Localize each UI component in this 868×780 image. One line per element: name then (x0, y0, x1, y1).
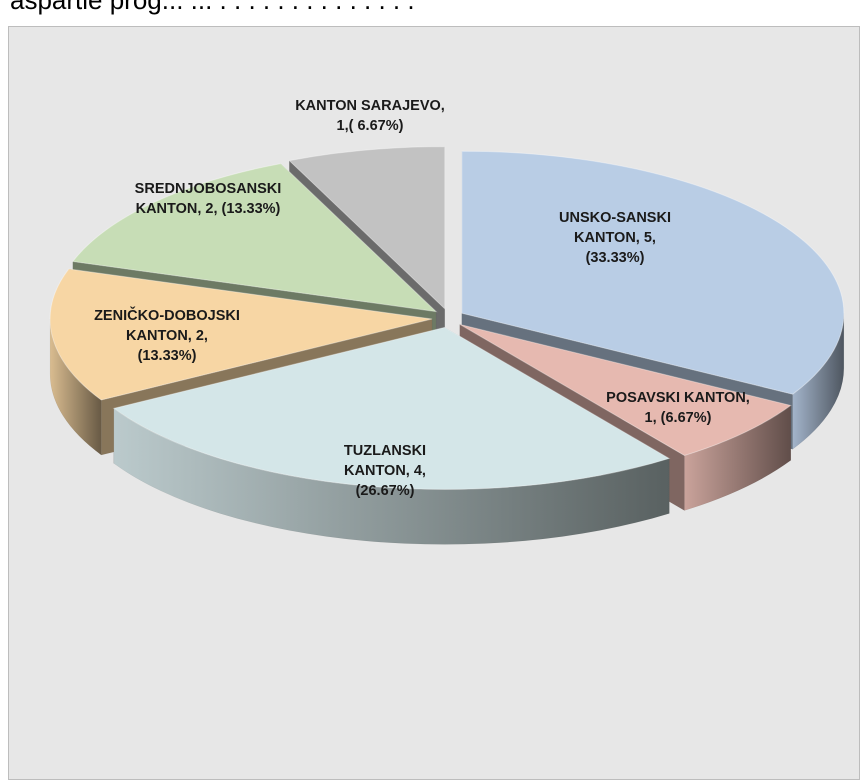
pie-slice-0 (461, 150, 845, 395)
pie-slice-3 (49, 268, 433, 401)
slice-label-5-line-0: KANTON SARAJEVO, (295, 98, 445, 114)
slice-label-0-line-1: KANTON, 5, (574, 230, 656, 246)
slice-label-0-line-2: (33.33%) (586, 250, 645, 266)
slice-label-2-line-1: KANTON, 4, (344, 463, 426, 479)
pie-slice-1 (459, 323, 792, 457)
slice-label-3-line-1: KANTON, 2, (126, 328, 208, 344)
slice-label-4-line-0: SREDNJOBOSANSKI (135, 181, 282, 197)
slice-label-2: TUZLANSKI KANTON, 4, (26.67%) (344, 443, 426, 499)
pie-slice-4 (71, 163, 438, 313)
pie-tops (49, 146, 845, 490)
slice-label-0-line-0: UNSKO-SANSKI (559, 210, 671, 226)
slice-label-5: KANTON SARAJEVO, 1,( 6.67%) (295, 98, 445, 134)
pie-slice-2 (112, 326, 671, 490)
slice-label-3-line-0: ZENIČKO-DOBOJSKI (94, 306, 240, 324)
slice-label-0: UNSKO-SANSKI KANTON, 5, (33.33%) (559, 210, 671, 266)
slice-label-3: ZENIČKO-DOBOJSKI KANTON, 2, (13.33%) (94, 306, 240, 364)
slice-label-3-line-2: (13.33%) (138, 348, 197, 364)
slice-label-1-line-1: 1, (6.67%) (645, 410, 712, 426)
slice-label-4: SREDNJOBOSANSKI KANTON, 2, (13.33%) (135, 181, 282, 217)
slice-label-2-line-2: (26.67%) (356, 483, 415, 499)
slice-label-2-line-0: TUZLANSKI (344, 443, 426, 459)
pie-labels: UNSKO-SANSKI KANTON, 5, (33.33%) POSAVSKI K… (94, 98, 750, 499)
slice-label-1: POSAVSKI KANTON, 1, (6.67%) (606, 390, 750, 426)
slice-label-1-line-0: POSAVSKI KANTON, (606, 390, 750, 406)
pie-slice-5 (288, 146, 446, 310)
top-strip-text: aspartie prog... ... . . . . . . . . . .… (10, 0, 415, 15)
slice-label-5-line-1: 1,( 6.67%) (337, 118, 404, 134)
slice-label-4-line-1: KANTON, 2, (13.33%) (136, 201, 281, 217)
